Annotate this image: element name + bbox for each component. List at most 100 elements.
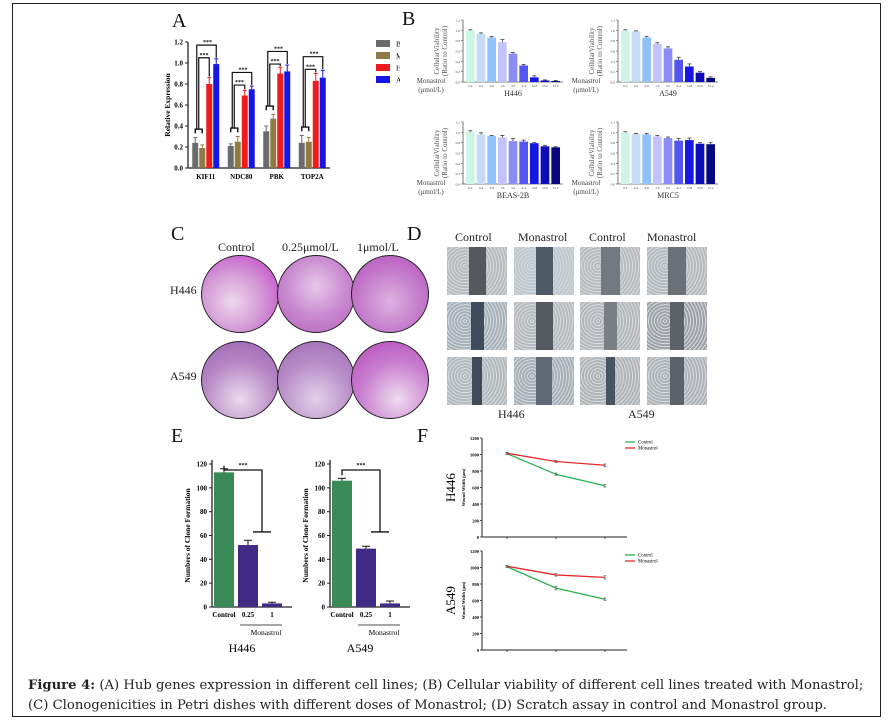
panel-label-b: B — [402, 8, 416, 30]
x-tick-label: 0.8 — [645, 186, 649, 190]
panel-label-c: C — [171, 223, 185, 245]
x-tick-label: 1 — [388, 611, 392, 619]
x-tick-label: 12.8 — [531, 84, 537, 88]
caption-text: (A) Hub genes expression in different ce… — [28, 678, 864, 713]
x-prefix-label: Monastrol — [417, 77, 446, 85]
y-tick-label: 1200 — [470, 549, 480, 554]
bracket-mid — [233, 84, 246, 129]
bar — [213, 64, 220, 168]
bar — [519, 65, 528, 82]
y-tick-label: 1.0 — [456, 29, 461, 33]
y-tick-label: 0.8 — [611, 39, 616, 43]
y-tick-label: 0 — [477, 535, 480, 540]
petri-dish-a549-control — [201, 341, 279, 419]
bar — [332, 480, 352, 607]
bar — [199, 148, 206, 168]
x-prefix-label: Monastrol — [572, 77, 601, 85]
y-tick-label: 20 — [318, 580, 326, 588]
y-tick-label: 0.2 — [611, 70, 616, 74]
y-tick-label: 600 — [472, 485, 480, 490]
x-tick-label: PBK — [270, 173, 285, 181]
bracket-high — [267, 50, 288, 107]
series-line — [506, 453, 606, 487]
bar — [685, 66, 694, 82]
panel-label-d: D — [407, 223, 422, 245]
bar — [192, 142, 199, 168]
legend-label: A549 — [396, 76, 400, 85]
bar — [530, 143, 539, 184]
series-line — [506, 566, 606, 600]
bar — [487, 37, 496, 82]
legend-label: H446 — [396, 64, 400, 73]
bar — [674, 140, 683, 184]
x-tick-label: 0h — [505, 541, 510, 542]
significance-label: *** — [239, 463, 248, 469]
bar — [284, 71, 291, 168]
bracket-high — [231, 71, 253, 129]
figure-caption: Figure 4: (A) Hub genes expression in di… — [28, 676, 878, 716]
bar — [685, 140, 694, 184]
chart-b-beas2b-viability: 0.0 0.2 0.4 0.6 0.8 1.0 1.2 CellularViability (R… — [417, 121, 563, 200]
row-label: A549 — [443, 586, 458, 615]
petri-dish-h446-1 — [351, 255, 429, 333]
y-tick-label: 800 — [472, 469, 480, 474]
panel-d-group-h446: H446 — [498, 407, 525, 421]
scratch-wound-gap — [605, 357, 615, 405]
panel-c-col-025: 0.25μmol/L — [282, 240, 339, 254]
petri-dish-a549-025 — [277, 341, 355, 419]
y-tick-label: 0.6 — [456, 152, 461, 156]
scratch-image — [647, 357, 707, 405]
x-tick-label: 0.2 — [623, 186, 627, 190]
significance-label: *** — [235, 80, 244, 86]
chart-f-a549-wound-width: 0 200 400 600 800 1000 1200 Wound Width (μm)A54… — [443, 549, 658, 655]
chart-b-h446-viability: 0.0 0.2 0.4 0.6 0.8 1.0 1.2 CellularViability (R… — [417, 19, 563, 98]
x-prefix-unit: (μmol/L) — [573, 86, 599, 94]
panel-d-col-control-1: Control — [455, 230, 492, 244]
panel-c-row-a549: A549 — [170, 369, 197, 383]
bracket-mid — [269, 63, 281, 107]
bar — [214, 472, 234, 607]
scratch-wound-gap — [668, 247, 686, 295]
y-tick-label: 800 — [472, 582, 480, 587]
bar — [508, 53, 518, 82]
y-tick-label: 200 — [472, 631, 480, 636]
legend-swatch — [376, 52, 390, 59]
y-tick-label: 0.6 — [611, 152, 616, 156]
legend-label: Control — [638, 441, 653, 446]
bar — [356, 548, 376, 607]
scratch-image — [647, 302, 707, 350]
legend-label: BEAS-2B — [396, 40, 400, 49]
x-tick-label: 12h — [552, 654, 560, 655]
bracket-low — [194, 128, 203, 134]
y-axis-label: CellularViability — [433, 129, 441, 177]
bar — [540, 146, 550, 184]
y-tick-label: 1.0 — [174, 60, 183, 68]
x-tick-label: 51.2 — [708, 84, 714, 88]
significance-bracket — [223, 465, 263, 532]
bar — [270, 118, 277, 168]
panel-label-e: E — [171, 425, 184, 447]
bar — [653, 136, 662, 184]
x-axis-label: MRC5 — [657, 191, 679, 200]
panel-label-a: A — [172, 10, 187, 32]
x-tick-label: 24h — [601, 654, 609, 655]
y-tick-label: 0.8 — [456, 39, 461, 43]
significance-label: *** — [271, 59, 280, 65]
chart-f-h446-wound-width: 0 200 400 600 800 1000 1200 Wound Width (μm)H44… — [443, 436, 658, 542]
chart-e-a549-clone-formation: 0 20 40 60 80 100 120 Numbers of Clone Formatio… — [301, 460, 410, 655]
x-tick-label: 0.4 — [479, 84, 483, 88]
bar — [695, 143, 705, 184]
chart-b-mrc5-viability: 0.0 0.2 0.4 0.6 0.8 1.0 1.2 CellularViability (R… — [572, 121, 718, 200]
x-tick-label: 6.4 — [677, 186, 681, 190]
bar — [642, 134, 651, 184]
y-tick-label: 20 — [200, 580, 208, 588]
bar — [540, 80, 550, 82]
y-tick-label: 0 — [322, 604, 326, 612]
bar — [663, 48, 673, 82]
bar — [674, 59, 683, 82]
scratch-wound-gap — [603, 302, 617, 350]
x-tick-label: 1.6 — [655, 84, 659, 88]
x-tick-label: 3.2 — [511, 186, 515, 190]
x-tick-label: 0.8 — [645, 84, 649, 88]
x-tick-label: 0.4 — [479, 186, 483, 190]
